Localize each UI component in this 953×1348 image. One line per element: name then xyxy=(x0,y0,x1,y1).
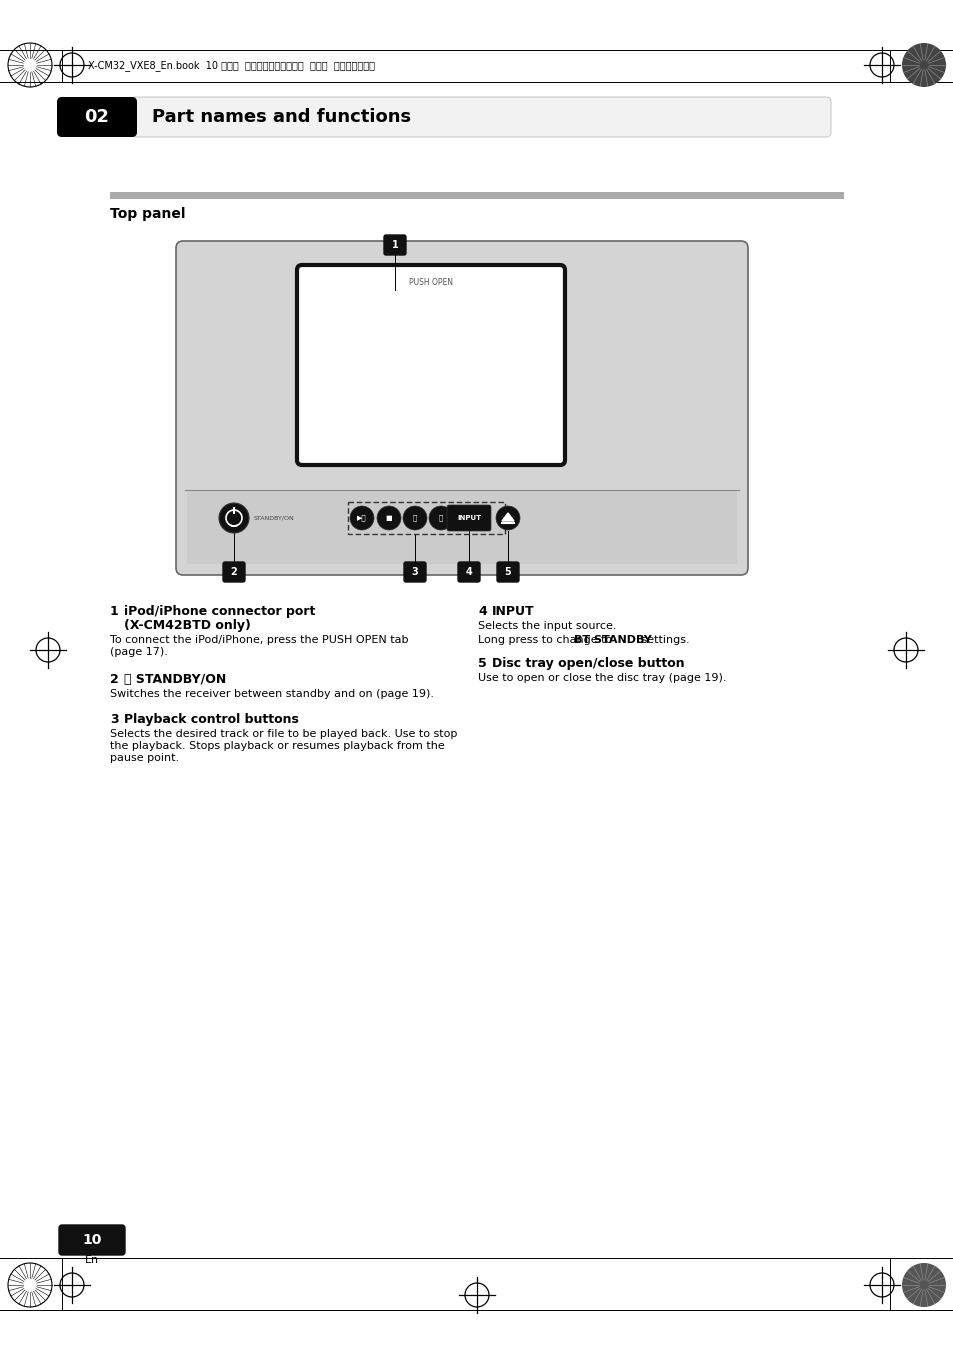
FancyBboxPatch shape xyxy=(57,97,137,137)
Text: (X-CM42BTD only): (X-CM42BTD only) xyxy=(124,619,251,632)
Text: Switches the receiver between standby and on (page 19).: Switches the receiver between standby an… xyxy=(110,689,434,700)
Circle shape xyxy=(219,503,249,532)
Text: INPUT: INPUT xyxy=(492,605,534,617)
Text: ⏩: ⏩ xyxy=(438,515,442,522)
FancyBboxPatch shape xyxy=(296,266,564,465)
Text: STANDBY/ON: STANDBY/ON xyxy=(253,515,294,520)
Text: ⏻ STANDBY/ON: ⏻ STANDBY/ON xyxy=(124,673,226,686)
FancyBboxPatch shape xyxy=(447,506,491,531)
Bar xyxy=(187,491,737,563)
Text: (page 17).: (page 17). xyxy=(110,647,168,656)
FancyBboxPatch shape xyxy=(403,562,426,582)
FancyBboxPatch shape xyxy=(384,235,406,255)
Text: 3: 3 xyxy=(411,568,418,577)
FancyBboxPatch shape xyxy=(175,241,747,576)
Text: 5: 5 xyxy=(504,568,511,577)
Text: 5: 5 xyxy=(477,656,486,670)
Text: 1: 1 xyxy=(110,605,118,617)
Text: Playback control buttons: Playback control buttons xyxy=(124,713,298,727)
Text: 02: 02 xyxy=(85,108,110,125)
Text: 10: 10 xyxy=(82,1233,102,1247)
Text: To connect the iPod/iPhone, press the PUSH OPEN tab: To connect the iPod/iPhone, press the PU… xyxy=(110,635,408,644)
Text: INPUT: INPUT xyxy=(456,515,480,520)
Text: 3: 3 xyxy=(110,713,118,727)
FancyBboxPatch shape xyxy=(223,562,245,582)
Text: Selects the input source.: Selects the input source. xyxy=(477,621,616,631)
Text: X-CM32_VXE8_En.book  10 ページ  ２０１４年３月１２日  水曜日  午後２時５２分: X-CM32_VXE8_En.book 10 ページ ２０１４年３月１２日 水曜… xyxy=(88,61,375,71)
Text: 2: 2 xyxy=(110,673,118,686)
Text: 2: 2 xyxy=(231,568,237,577)
Text: 4: 4 xyxy=(465,568,472,577)
Text: iPod/iPhone connector port: iPod/iPhone connector port xyxy=(124,605,315,617)
Text: Use to open or close the disc tray (page 19).: Use to open or close the disc tray (page… xyxy=(477,673,726,683)
Text: 4: 4 xyxy=(477,605,486,617)
Circle shape xyxy=(376,506,400,530)
FancyBboxPatch shape xyxy=(497,562,518,582)
Text: settings.: settings. xyxy=(638,635,689,644)
Circle shape xyxy=(350,506,374,530)
Text: Part names and functions: Part names and functions xyxy=(152,108,411,125)
Text: Long press to change to: Long press to change to xyxy=(477,635,615,644)
Text: 1: 1 xyxy=(392,240,398,249)
FancyBboxPatch shape xyxy=(59,1225,125,1255)
Circle shape xyxy=(429,506,453,530)
Bar xyxy=(110,191,843,200)
Text: Top panel: Top panel xyxy=(110,208,185,221)
Text: PUSH OPEN: PUSH OPEN xyxy=(409,278,453,287)
Circle shape xyxy=(496,506,519,530)
Text: the playback. Stops playback or resumes playback from the: the playback. Stops playback or resumes … xyxy=(110,741,444,751)
Text: En: En xyxy=(85,1255,99,1264)
Text: Disc tray open/close button: Disc tray open/close button xyxy=(492,656,684,670)
Text: Selects the desired track or file to be played back. Use to stop: Selects the desired track or file to be … xyxy=(110,729,456,739)
Circle shape xyxy=(901,1263,945,1308)
Text: ■: ■ xyxy=(385,515,392,520)
Text: BT STANDBY: BT STANDBY xyxy=(574,635,651,644)
Polygon shape xyxy=(501,514,514,520)
Circle shape xyxy=(402,506,427,530)
FancyBboxPatch shape xyxy=(131,97,830,137)
Bar xyxy=(348,501,504,534)
Text: pause point.: pause point. xyxy=(110,754,179,763)
FancyBboxPatch shape xyxy=(457,562,479,582)
Circle shape xyxy=(901,43,945,88)
Text: ▶⏸: ▶⏸ xyxy=(356,515,366,522)
Text: ⏪: ⏪ xyxy=(413,515,416,522)
